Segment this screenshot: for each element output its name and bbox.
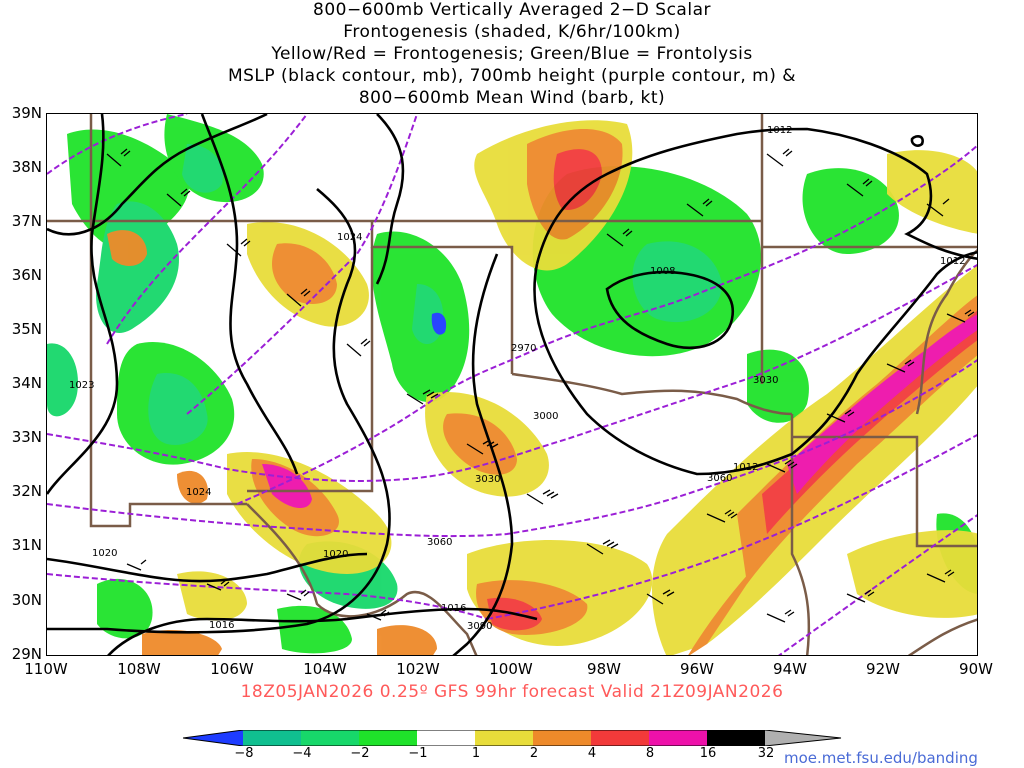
title-line-5: 800−600mb Mean Wind (barb, kt) <box>358 88 666 108</box>
lon-label-92w: 92W <box>866 660 900 678</box>
lon-label-98w: 98W <box>587 660 621 678</box>
title-line-1: 800−600mb Vertically Averaged 2−D Scalar <box>313 0 711 20</box>
frontolysis-shading <box>47 114 977 654</box>
colorbar-segment <box>707 730 765 746</box>
lon-label-106w: 106W <box>210 660 254 678</box>
colorbar-label: −8 <box>234 746 254 761</box>
height-contours <box>47 114 977 655</box>
lat-label-31n: 31N <box>11 536 42 554</box>
height-label: 3060 <box>707 473 732 484</box>
lon-label-100w: 100W <box>489 660 533 678</box>
state-boundaries <box>47 114 977 655</box>
lon-label-102w: 102W <box>396 660 440 678</box>
lon-label-94w: 94W <box>773 660 807 678</box>
colorbar-segment <box>765 730 841 746</box>
colorbar-label: 4 <box>587 746 597 761</box>
colorbar-segment <box>649 730 707 746</box>
lat-label-39n: 39N <box>11 104 42 122</box>
mslp-label: 1020 <box>323 549 348 560</box>
colorbar-segment <box>243 730 301 746</box>
mslp-label: 1012 <box>940 256 965 267</box>
lon-label-90w: 90W <box>959 660 993 678</box>
colorbar-segment <box>533 730 591 746</box>
colorbar-label: 1 <box>471 746 481 761</box>
lon-label-96w: 96W <box>680 660 714 678</box>
lat-label-30n: 30N <box>11 591 42 609</box>
height-label: 3090 <box>467 621 492 632</box>
credit-link[interactable]: moe.met.fsu.edu/banding <box>784 749 978 767</box>
colorbar-label: −1 <box>408 746 428 761</box>
colorbar-label: 32 <box>757 746 775 761</box>
colorbar-segment <box>301 730 359 746</box>
lat-label-33n: 33N <box>11 428 42 446</box>
mslp-label: 1008 <box>650 266 675 277</box>
mslp-label: 1012 <box>767 125 792 136</box>
height-label: 3030 <box>475 474 500 485</box>
colorbar <box>183 730 842 746</box>
colorbar-segment <box>475 730 533 746</box>
lon-label-104w: 104W <box>303 660 347 678</box>
lat-label-34n: 34N <box>11 374 42 392</box>
height-label: 3000 <box>533 411 558 422</box>
title-line-4: MSLP (black contour, mb), 700mb height (… <box>227 66 797 86</box>
colorbar-label: −2 <box>350 746 370 761</box>
map-panel: 1012 1024 1012 1008 1023 1012 1024 1020 … <box>46 113 978 656</box>
lon-label-110w: 110W <box>24 660 68 678</box>
mslp-label: 1020 <box>92 548 117 559</box>
title-line-3: Yellow/Red = Frontogenesis; Green/Blue =… <box>271 44 753 64</box>
colorbar-label: 16 <box>699 746 717 761</box>
height-label: 2970 <box>511 343 536 354</box>
colorbar-label: 2 <box>529 746 539 761</box>
height-label: 3030 <box>753 375 778 386</box>
colorbar-segment <box>417 730 475 746</box>
wind-barbs <box>106 148 975 623</box>
mslp-label: 1024 <box>186 487 211 498</box>
lat-label-37n: 37N <box>11 212 42 230</box>
lat-label-29n: 29N <box>11 645 42 663</box>
mslp-contours <box>47 114 977 655</box>
map-canvas: 1012 1024 1012 1008 1023 1012 1024 1020 … <box>47 114 977 655</box>
colorbar-segment <box>591 730 649 746</box>
mslp-label: 1012 <box>733 462 758 473</box>
mslp-label: 1016 <box>209 620 234 631</box>
forecast-caption: 18Z05JAN2026 0.25º GFS 99hr forecast Val… <box>240 682 784 702</box>
title-line-2: Frontogenesis (shaded, K/6hr/100km) <box>343 22 681 42</box>
lon-label-108w: 108W <box>117 660 161 678</box>
mslp-label: 1016 <box>441 603 466 614</box>
colorbar-label: 8 <box>645 746 655 761</box>
colorbar-segment <box>359 730 417 746</box>
mslp-label: 1024 <box>337 232 362 243</box>
colorbar-segment <box>183 730 243 746</box>
mslp-label: 1023 <box>69 380 94 391</box>
height-label: 3060 <box>427 537 452 548</box>
lat-label-32n: 32N <box>11 482 42 500</box>
colorbar-label: −4 <box>292 746 312 761</box>
lat-label-36n: 36N <box>11 266 42 284</box>
lat-label-35n: 35N <box>11 320 42 338</box>
lat-label-38n: 38N <box>11 158 42 176</box>
